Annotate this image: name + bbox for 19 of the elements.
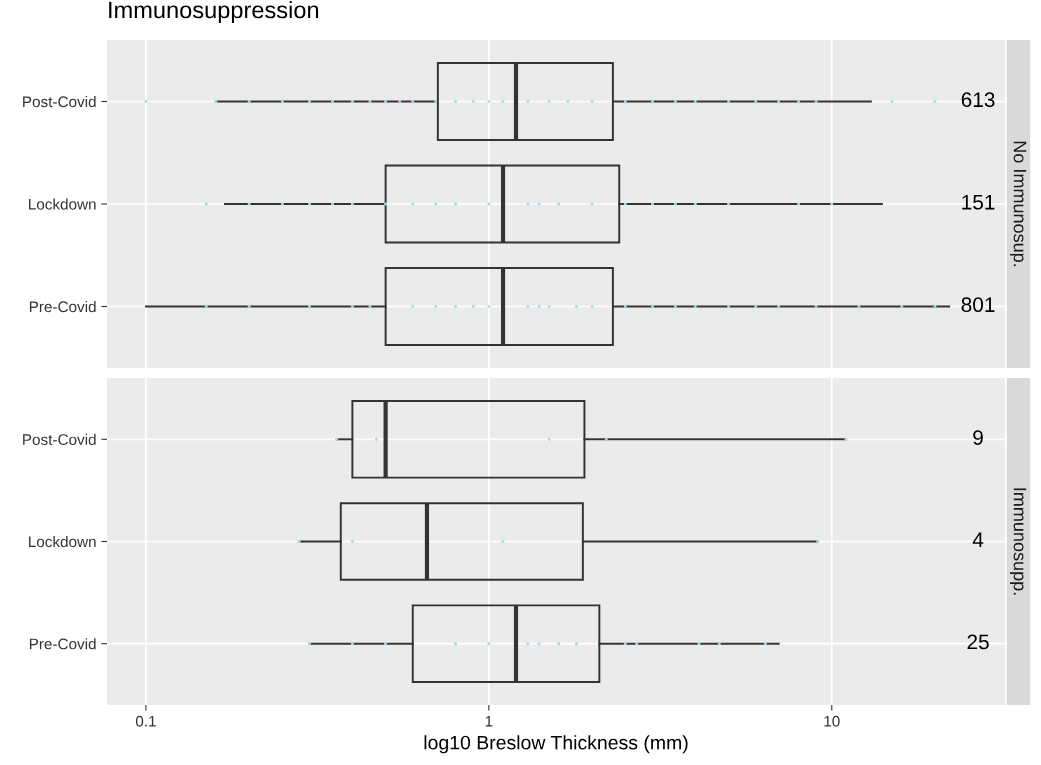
x-tick-label: 0.1 — [135, 715, 156, 727]
y-tick-label: Lockdown — [29, 535, 96, 548]
y-tick-label: Pre-Covid — [29, 300, 96, 313]
y-tick-label: Post-Covid — [23, 433, 96, 445]
annotation: 151 — [962, 195, 995, 210]
text: Immunosupp. — [1010, 488, 1027, 595]
annotation: 801 — [961, 297, 995, 313]
annotation: 4 — [972, 532, 984, 547]
annotation: 9 — [973, 430, 983, 445]
annotation: 25 — [967, 634, 989, 650]
x-tick-label: 10 — [824, 715, 840, 727]
chart-title: Immunosuppression — [109, 1, 319, 24]
y-tick-label: Lockdown — [29, 198, 96, 210]
x-axis-title: log10 Breslow Thickness (mm) — [424, 735, 688, 754]
y-tick-label: Post-Covid — [23, 95, 96, 108]
annotation: 613 — [961, 92, 995, 108]
y-tick-label: Pre-Covid — [29, 638, 96, 650]
x-tick-label: 1 — [485, 715, 493, 727]
text: No Immunosup. — [1010, 141, 1027, 267]
